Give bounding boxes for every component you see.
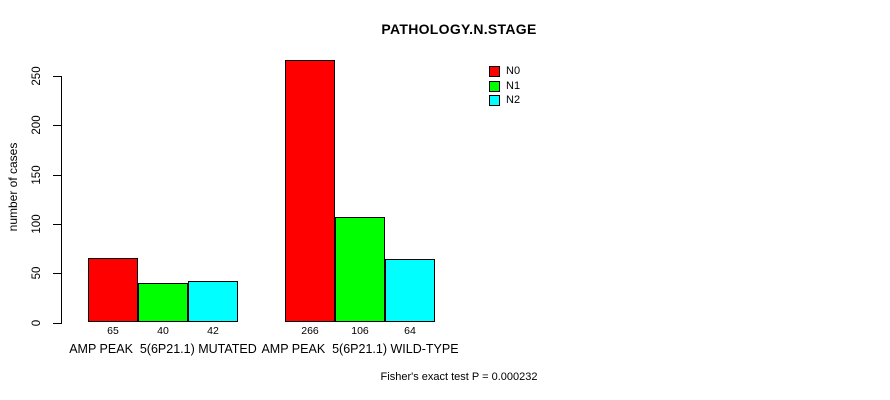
- y-axis-tick-label: 0: [31, 319, 43, 327]
- legend-swatch-n0: [489, 66, 500, 77]
- y-axis-line: [61, 76, 62, 324]
- legend-item-n0: N0: [489, 66, 520, 77]
- legend-label: N1: [506, 79, 521, 92]
- legend-swatch-n1: [489, 80, 500, 92]
- legend-swatch-n2: [489, 95, 500, 107]
- bar-value-label: 42: [207, 325, 219, 337]
- legend-item-n1: N1: [489, 79, 521, 92]
- chart-title: PATHOLOGY.N.STAGE: [381, 21, 537, 37]
- y-axis-tick: [53, 273, 61, 274]
- x-axis-group-label: AMP PEAK 5(6P21.1) MUTATED: [69, 342, 257, 356]
- bar-n2-group1: [188, 281, 238, 322]
- bar-value-label: 266: [301, 325, 319, 337]
- legend: N0 N1 N2: [489, 66, 520, 110]
- legend-item-n2: N2: [489, 94, 521, 107]
- bar-n1-group2: [335, 217, 385, 322]
- bar-value-label: 106: [351, 325, 369, 337]
- y-axis-tick: [53, 76, 61, 77]
- bar-value-label: 64: [404, 325, 416, 337]
- annotation-text: Fisher's exact test P = 0.000232: [380, 371, 538, 383]
- legend-label: N2: [506, 94, 521, 107]
- y-axis-tick: [53, 323, 61, 324]
- legend-label: N0: [506, 65, 521, 77]
- bar-n0-group2: [285, 60, 335, 322]
- y-axis-tick: [53, 224, 61, 225]
- y-axis-tick: [53, 175, 61, 176]
- y-axis-tick-label: 250: [31, 66, 43, 86]
- bar-value-label: 65: [107, 325, 119, 337]
- y-axis-tick-label: 50: [31, 266, 43, 280]
- bar-value-label: 40: [157, 325, 169, 337]
- y-axis-label: number of cases: [6, 142, 20, 232]
- x-axis-group-label: AMP PEAK 5(6P21.1) WILD-TYPE: [261, 342, 459, 356]
- y-axis-tick-label: 150: [31, 165, 43, 185]
- y-axis-tick-label: 200: [31, 115, 43, 135]
- bar-n1-group1: [138, 283, 188, 322]
- bar-n0-group1: [88, 258, 138, 322]
- y-axis-tick-label: 100: [31, 214, 43, 234]
- bar-n2-group2: [385, 259, 435, 322]
- y-axis-tick: [53, 125, 61, 126]
